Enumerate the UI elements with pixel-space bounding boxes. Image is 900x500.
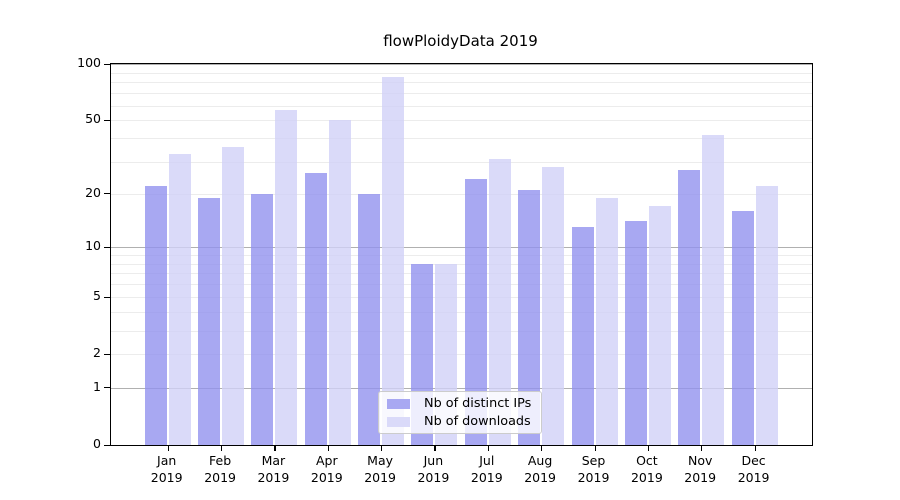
bar-distinct-ips [198, 197, 221, 445]
x-axis-tick [754, 445, 756, 451]
bar-distinct-ips [731, 211, 754, 445]
bar-distinct-ips [144, 186, 167, 445]
y-axis-tick [104, 296, 110, 298]
bar-distinct-ips [251, 193, 274, 445]
bar-distinct-ips [518, 189, 541, 445]
x-axis-tick [487, 445, 489, 451]
minor-gridline [111, 193, 812, 195]
y-tick-label: 10 [85, 238, 101, 253]
x-axis-tick [274, 445, 276, 451]
y-axis-tick [104, 387, 110, 389]
y-tick-label: 50 [85, 111, 101, 127]
bar-distinct-ips [464, 179, 487, 445]
x-axis-tick [647, 445, 650, 451]
bar-downloads [648, 206, 671, 445]
x-tick-label: Apr 2019 [310, 453, 343, 485]
minor-gridline [111, 254, 812, 256]
chart-title: flowPloidyData 2019 [383, 32, 538, 50]
bar-distinct-ips [571, 227, 594, 445]
y-axis-tick [104, 119, 110, 122]
minor-gridline [111, 284, 812, 286]
bar-downloads [595, 197, 618, 445]
bar-distinct-ips [358, 193, 381, 445]
x-axis-tick [541, 445, 543, 451]
minor-gridline [111, 354, 812, 356]
bar-distinct-ips [304, 172, 327, 445]
y-tick-label: 20 [85, 184, 101, 200]
minor-gridline [111, 120, 812, 122]
x-tick-label: Nov 2019 [684, 453, 717, 485]
minor-gridline [111, 82, 812, 84]
y-axis-tick [104, 193, 110, 195]
y-tick-label: 100 [77, 55, 101, 70]
major-gridline [111, 247, 812, 248]
minor-gridline [111, 105, 812, 107]
minor-gridline [111, 93, 812, 95]
minor-gridline [111, 330, 812, 332]
legend-label-distinct-ips: Nb of distinct IPs [424, 396, 532, 411]
legend-item-distinct-ips: Nb of distinct IPs [387, 396, 533, 411]
x-axis-tick [167, 445, 169, 451]
major-gridline [111, 387, 812, 389]
x-tick-label: Dec 2019 [737, 453, 770, 485]
x-tick-label: Jan 2019 [150, 453, 183, 485]
bar-downloads [168, 153, 191, 445]
x-axis-tick [594, 445, 596, 451]
major-gridline [111, 64, 812, 65]
x-axis-tick [701, 445, 703, 451]
bar-downloads [328, 120, 351, 445]
minor-gridline [111, 161, 812, 163]
x-tick-label: Aug 2019 [524, 453, 556, 485]
y-tick-label: 2 [93, 345, 101, 361]
bar-distinct-ips [678, 169, 701, 445]
ips-color-swatch [387, 398, 410, 409]
bar-downloads [275, 109, 298, 445]
legend-item-downloads: Nb of downloads [387, 414, 533, 429]
y-axis-tick [104, 353, 110, 355]
minor-gridline [111, 263, 812, 265]
y-axis-tick [104, 246, 110, 248]
x-axis-tick [327, 445, 329, 451]
minor-gridline [111, 72, 812, 74]
x-tick-label: Sep 2019 [577, 453, 610, 485]
bar-downloads [382, 77, 405, 445]
bar-downloads [542, 167, 565, 445]
bar-downloads [755, 186, 778, 445]
minor-gridline [111, 297, 812, 299]
x-tick-label: Feb 2019 [204, 453, 236, 485]
bar-downloads [222, 146, 245, 445]
y-tick-label: 0 [93, 436, 101, 451]
x-tick-label: Jun 2019 [417, 453, 450, 485]
minor-gridline [111, 138, 812, 140]
x-axis-tick [221, 445, 223, 451]
minor-gridline [111, 312, 812, 314]
legend: Nb of distinct IPs Nb of downloads [378, 391, 542, 434]
x-tick-label: Oct 2019 [630, 453, 663, 485]
legend-label-downloads: Nb of downloads [424, 414, 531, 429]
x-axis-tick [434, 445, 436, 451]
minor-gridline [111, 273, 812, 275]
plot-area [104, 63, 813, 451]
x-axis-tick [381, 445, 383, 451]
y-axis-tick [104, 444, 110, 446]
x-tick-label: Jul 2019 [470, 453, 503, 485]
y-tick-label: 5 [93, 288, 101, 304]
y-axis-tick [104, 63, 110, 65]
x-tick-label: Mar 2019 [257, 453, 290, 485]
downloads-color-swatch [387, 416, 410, 427]
bar-downloads [488, 158, 511, 445]
y-tick-label: 1 [93, 378, 101, 394]
x-tick-label: May 2019 [364, 453, 396, 485]
bar-downloads [702, 134, 725, 445]
bar-distinct-ips [624, 221, 647, 445]
